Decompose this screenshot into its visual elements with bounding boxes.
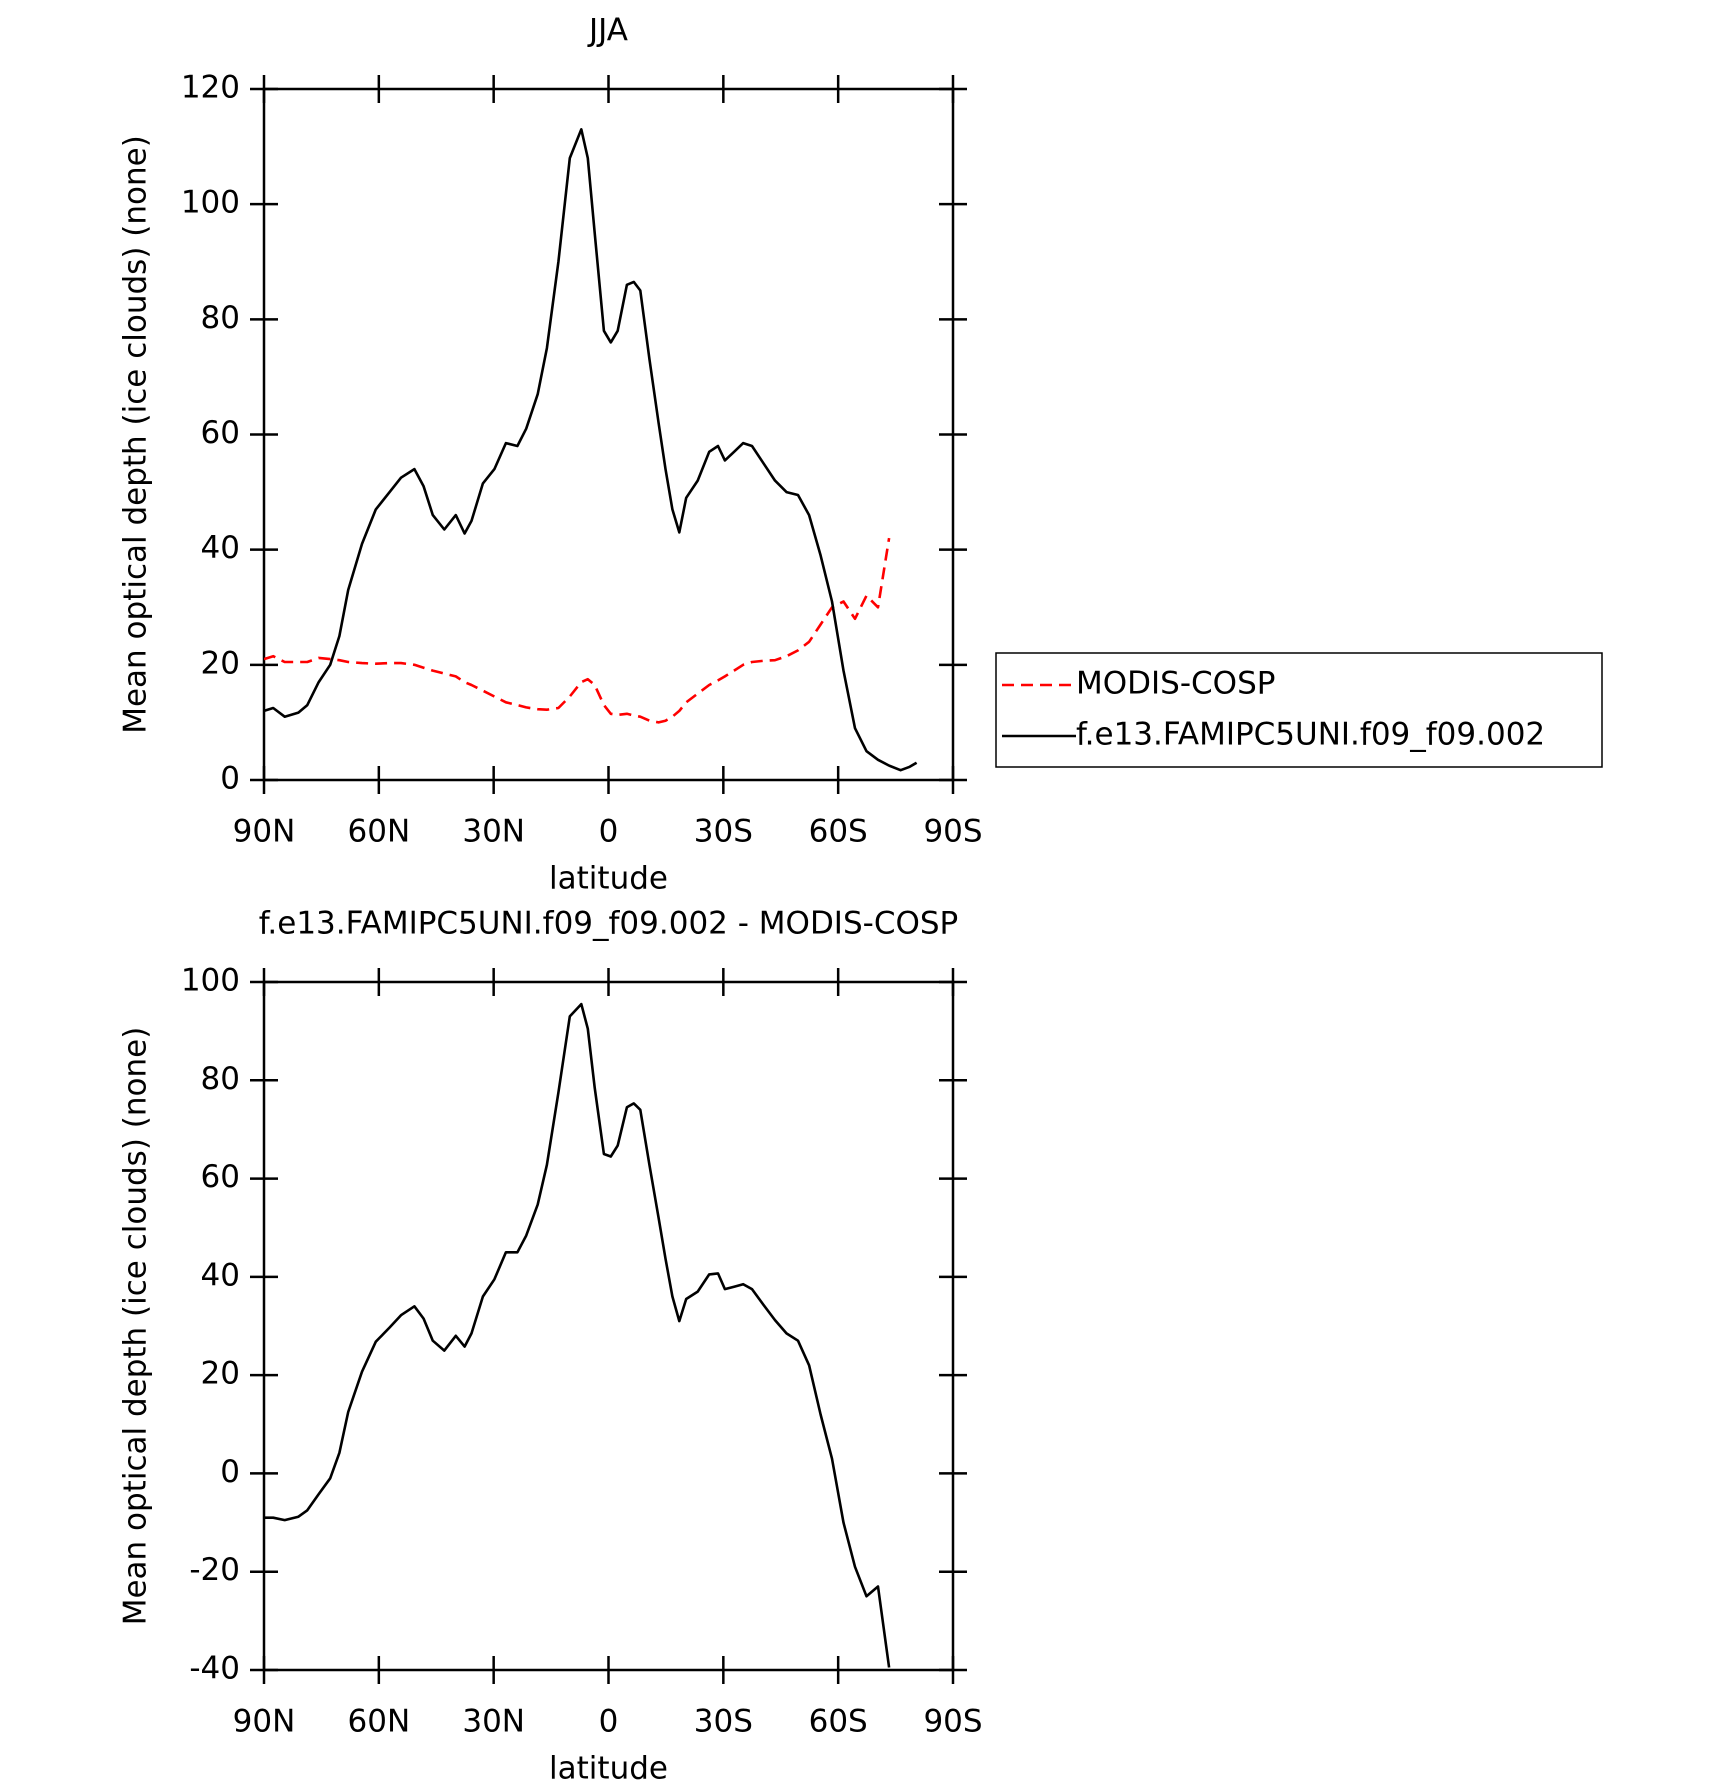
x-tick-label: 60N: [348, 1704, 411, 1740]
y-tick-label: 20: [201, 1356, 240, 1392]
x-tick-label: 60S: [809, 814, 868, 850]
chart-title: JJA: [587, 13, 628, 49]
y-axis-title: Mean optical depth (ice clouds) (none): [118, 1027, 154, 1626]
y-tick-label: 40: [201, 530, 240, 566]
y-tick-label: 20: [201, 645, 240, 681]
y-tick-label: 120: [181, 70, 240, 106]
plot-frame: [262, 87, 955, 782]
x-tick-label: 90N: [233, 1704, 296, 1740]
x-tick-label: 90N: [233, 814, 296, 850]
data-line: [264, 1002, 891, 1668]
x-tick-label: 90S: [923, 1704, 982, 1740]
x-tick-label: 90S: [923, 814, 982, 850]
y-tick-label: -20: [189, 1552, 240, 1588]
x-tick-label: 30S: [694, 814, 753, 850]
data-line: [264, 128, 918, 772]
data-line: [264, 537, 891, 724]
x-tick-label: 30N: [462, 1704, 525, 1740]
x-tick-label: 60S: [809, 1704, 868, 1740]
y-tick-label: 100: [181, 185, 240, 221]
chart-title: f.e13.FAMIPC5UNI.f09_f09.002 - MODIS-COS…: [259, 906, 958, 942]
y-tick-label: -40: [189, 1651, 240, 1687]
x-tick-label: 30N: [462, 814, 525, 850]
x-tick-label: 0: [599, 1704, 619, 1740]
y-tick-label: 40: [201, 1257, 240, 1293]
y-tick-label: 100: [181, 963, 240, 999]
y-tick-label: 80: [201, 1061, 240, 1097]
y-tick-label: 60: [201, 415, 240, 451]
legend-label: f.e13.FAMIPC5UNI.f09_f09.002: [1076, 717, 1545, 753]
x-tick-label: 0: [599, 814, 619, 850]
y-tick-label: 60: [201, 1159, 240, 1195]
x-axis-title: latitude: [549, 861, 668, 897]
y-axis-title: Mean optical depth (ice clouds) (none): [118, 135, 154, 734]
y-tick-label: 0: [220, 761, 240, 797]
x-axis-title: latitude: [549, 1751, 668, 1787]
legend-label: MODIS-COSP: [1076, 666, 1275, 702]
plot-frame: [262, 980, 955, 1672]
x-tick-label: 30S: [694, 1704, 753, 1740]
legend-box: [995, 652, 1603, 768]
x-tick-label: 60N: [348, 814, 411, 850]
y-tick-label: 0: [220, 1454, 240, 1490]
y-tick-label: 80: [201, 300, 240, 336]
